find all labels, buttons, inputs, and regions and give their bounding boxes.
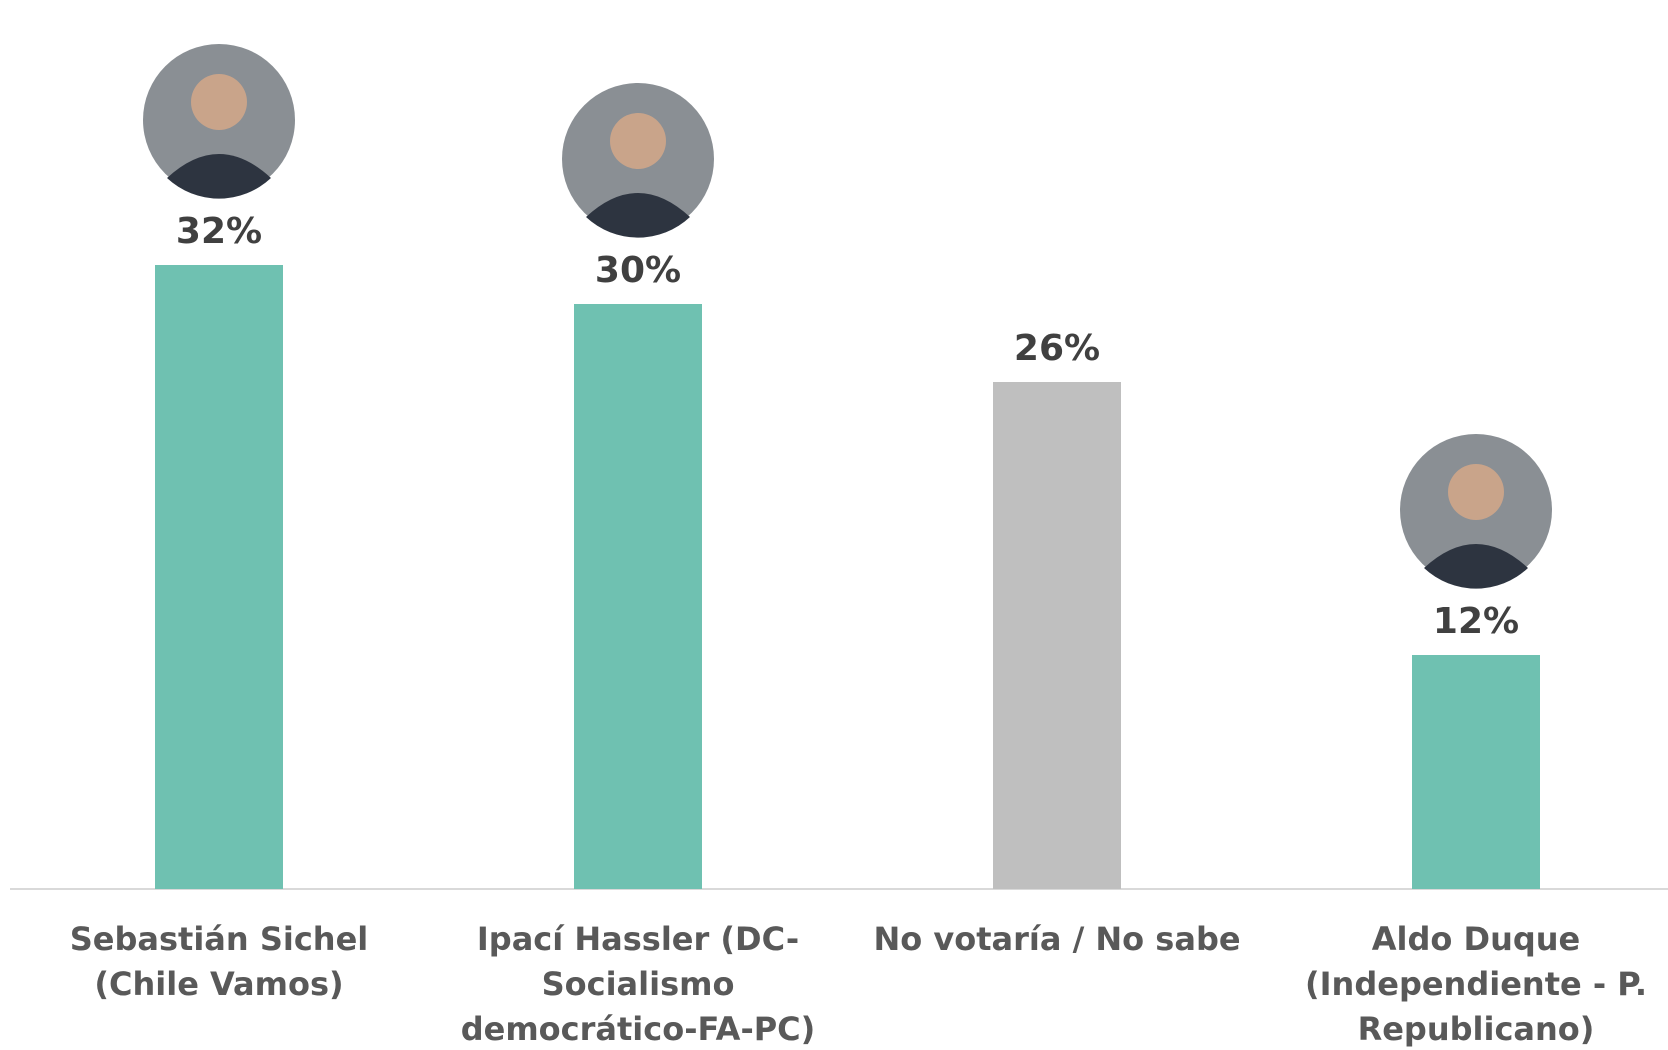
category-label-2: Ipací Hassler (DC-Socialismo democrático-…	[461, 920, 816, 1048]
category-label-3: No votaría / No sabe	[873, 920, 1240, 958]
value-label-3: 26%	[1014, 328, 1100, 369]
candidate-photo-2	[562, 83, 714, 238]
bar-1	[155, 265, 283, 889]
bar-4	[1412, 655, 1540, 889]
candidate-photo-1	[143, 44, 295, 199]
value-labels-group: 32% 30% 26% 12%	[176, 211, 1519, 642]
value-label-2: 30%	[595, 250, 681, 291]
bar-3	[993, 382, 1121, 889]
value-label-1: 32%	[176, 211, 262, 252]
value-label-4: 12%	[1433, 601, 1519, 642]
photos-group	[143, 44, 1552, 589]
bar-2	[574, 304, 702, 889]
category-labels-group: Sebastián Sichel (Chile Vamos) Ipací Hassl…	[70, 920, 1647, 1048]
bars-group	[155, 265, 1540, 889]
category-label-1: Sebastián Sichel (Chile Vamos)	[70, 920, 369, 1003]
category-label-4: Aldo Duque (Independiente - P. Republicano…	[1305, 920, 1647, 1048]
candidate-photo-4	[1400, 434, 1552, 589]
